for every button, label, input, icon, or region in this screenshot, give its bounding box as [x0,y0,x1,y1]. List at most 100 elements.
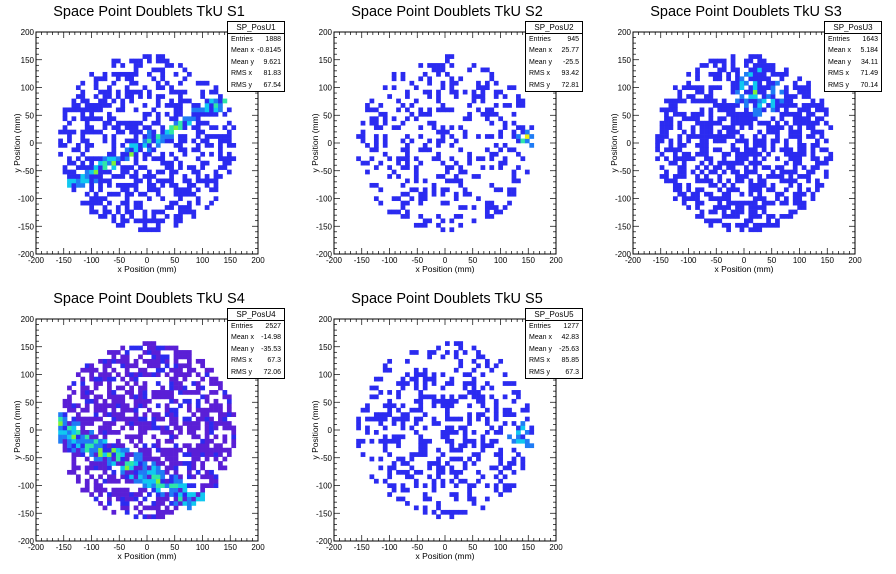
heatmap-cell [191,430,197,435]
heatmap-cell [75,465,81,471]
heatmap-cell [160,156,166,162]
heatmap-cell [120,71,126,77]
heatmap-cell [98,165,103,170]
heatmap-cell [155,372,161,378]
heatmap-cell [511,447,517,453]
heatmap-cell [164,160,170,166]
heatmap-cell [695,196,700,202]
stats-row: RMS y 67.54 [228,80,284,91]
heatmap-cell [120,363,126,369]
heatmap-cell [493,143,499,148]
heatmap-cell [405,89,410,95]
heatmap-cell [502,160,508,166]
heatmap-cell [400,483,406,489]
x-tick-label: -100 [83,543,100,552]
stats-key: Mean x [828,47,851,55]
heatmap-cell [484,496,490,502]
heatmap-cell [142,143,148,148]
heatmap-cell [792,209,798,215]
heatmap-cell [173,421,179,426]
heatmap-cell [138,501,143,506]
heatmap-cell [93,85,99,91]
heatmap-cell [231,434,237,440]
x-tick-label: -200 [326,543,343,552]
heatmap-cell [699,160,705,166]
stats-box: SP_PosU3 Entries 1643 Mean x 5.184 Mean y 34.1… [824,21,882,93]
heatmap-cell [806,120,811,126]
heatmap-cell [770,187,776,193]
heatmap-cell [761,156,767,162]
heatmap-cell [209,403,214,409]
heatmap-cell [147,358,152,364]
heatmap-cell [213,89,219,95]
heatmap-cell [84,385,90,391]
heatmap-cell [770,182,776,188]
heatmap-cell [735,222,740,228]
heatmap-cell [480,98,486,104]
x-tick-label: 200 [251,543,265,552]
heatmap-cell [209,134,214,139]
heatmap-cell [779,191,785,197]
heatmap-cell [757,54,763,59]
heatmap-cell [71,187,77,193]
heatmap-cell [120,218,126,224]
heatmap-cell [391,487,397,493]
heatmap-cell [467,403,472,409]
heatmap-cell [797,147,803,153]
stats-box-title: SP_PosU2 [526,22,582,34]
heatmap-cell [102,98,108,104]
heatmap-cell [80,165,86,170]
heatmap-cell [828,151,834,157]
heatmap-cell [440,160,446,166]
heatmap-cell [182,354,188,360]
heatmap-cell [115,492,121,497]
heatmap-cell [484,67,490,73]
heatmap-cell [382,143,388,148]
heatmap-cell [155,350,161,355]
heatmap-cell [164,178,170,184]
heatmap-cell [111,367,117,373]
heatmap-cell [761,85,767,91]
heatmap-cell [75,438,81,444]
heatmap-cell [226,403,232,409]
heatmap-cell [107,85,112,91]
heatmap-cell [209,381,214,386]
heatmap-cell [89,461,95,466]
heatmap-cell [186,205,192,210]
heatmap-cell [133,456,139,462]
heatmap-cell [467,456,472,462]
heatmap-cell [744,165,749,170]
heatmap-cell [382,443,388,449]
heatmap-cell [436,107,441,113]
heatmap-cell [209,98,214,104]
heatmap-cell [823,107,829,113]
heatmap-cell [810,125,816,130]
heatmap-cell [155,367,161,373]
heatmap-cell [138,372,143,378]
heatmap-cell [102,452,108,457]
heatmap-cell [708,196,714,202]
x-tick-label: -50 [710,256,722,265]
heatmap-cell [62,116,68,122]
heatmap-cell [151,138,157,144]
heatmap-cell [502,394,508,400]
heatmap-cell [107,151,112,157]
heatmap-cell [708,71,714,77]
heatmap-cell [182,147,188,153]
heatmap-cell [71,174,77,179]
heatmap-cell [453,191,459,197]
heatmap-cell [449,430,455,435]
heatmap-cell [89,125,95,130]
y-tick-label: -200 [316,250,333,259]
heatmap-cell [766,63,771,68]
heatmap-cell [173,214,179,219]
heatmap-cell [155,143,161,148]
heatmap-cell [160,94,166,99]
heatmap-cell [142,218,148,224]
heatmap-cell [511,147,517,153]
heatmap-cell [58,143,63,148]
heatmap-cell [735,209,740,215]
heatmap-cell [493,407,499,413]
heatmap-cell [471,390,477,395]
heatmap-cell [436,138,441,144]
